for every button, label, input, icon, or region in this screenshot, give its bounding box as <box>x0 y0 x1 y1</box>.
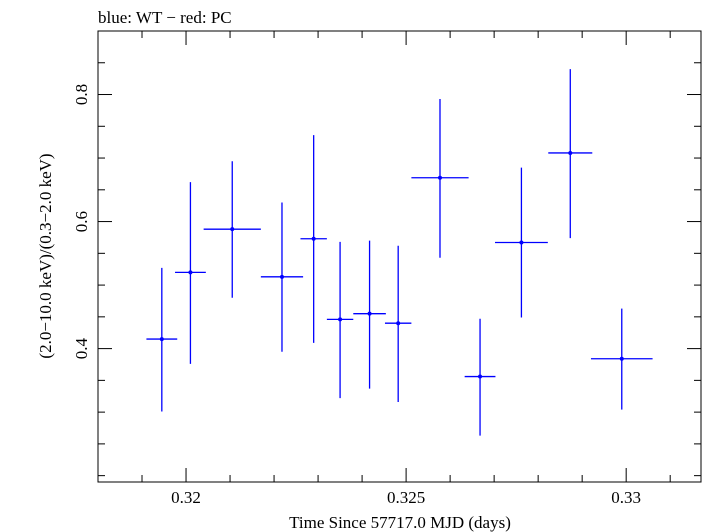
point-marker <box>519 240 524 245</box>
point-marker <box>367 311 372 316</box>
data-point <box>384 245 412 402</box>
point-marker <box>619 356 624 361</box>
data-point <box>146 267 178 412</box>
x-tick-label: 0.32 <box>171 488 201 507</box>
x-axis-label: Time Since 57717.0 MJD (days) <box>289 513 511 532</box>
point-marker <box>396 321 401 326</box>
data-point <box>353 240 386 389</box>
plot-frame <box>97 30 702 483</box>
y-tick-label: 0.6 <box>72 211 91 232</box>
point-marker <box>230 227 235 232</box>
point-marker <box>311 236 316 241</box>
x-axis: 0.32 0.325 0.33 <box>97 31 671 507</box>
data-points <box>146 69 653 436</box>
y-axis-label: (2.0−10.0 keV)/(0.3−2.0 keV) <box>36 153 55 358</box>
point-marker <box>568 150 573 155</box>
y-axis: 0.4 0.6 0.8 <box>72 30 701 477</box>
data-point <box>590 308 653 410</box>
data-point <box>464 318 496 436</box>
point-marker <box>279 274 284 279</box>
point-marker <box>159 337 164 342</box>
data-point <box>260 202 304 352</box>
point-marker <box>437 175 442 180</box>
y-tick-label: 0.4 <box>72 337 91 359</box>
data-point <box>203 161 261 298</box>
data-point <box>300 135 327 343</box>
point-marker <box>478 374 483 379</box>
chart-title: blue: WT − red: PC <box>98 8 232 27</box>
data-point <box>495 167 548 318</box>
data-point <box>175 182 206 364</box>
data-point <box>326 241 354 399</box>
data-point <box>411 98 469 258</box>
point-marker <box>188 270 193 275</box>
y-tick-label: 0.8 <box>72 84 91 105</box>
x-tick-label: 0.33 <box>611 488 641 507</box>
point-marker <box>338 317 343 322</box>
data-point <box>548 69 593 239</box>
x-tick-label: 0.325 <box>387 488 425 507</box>
